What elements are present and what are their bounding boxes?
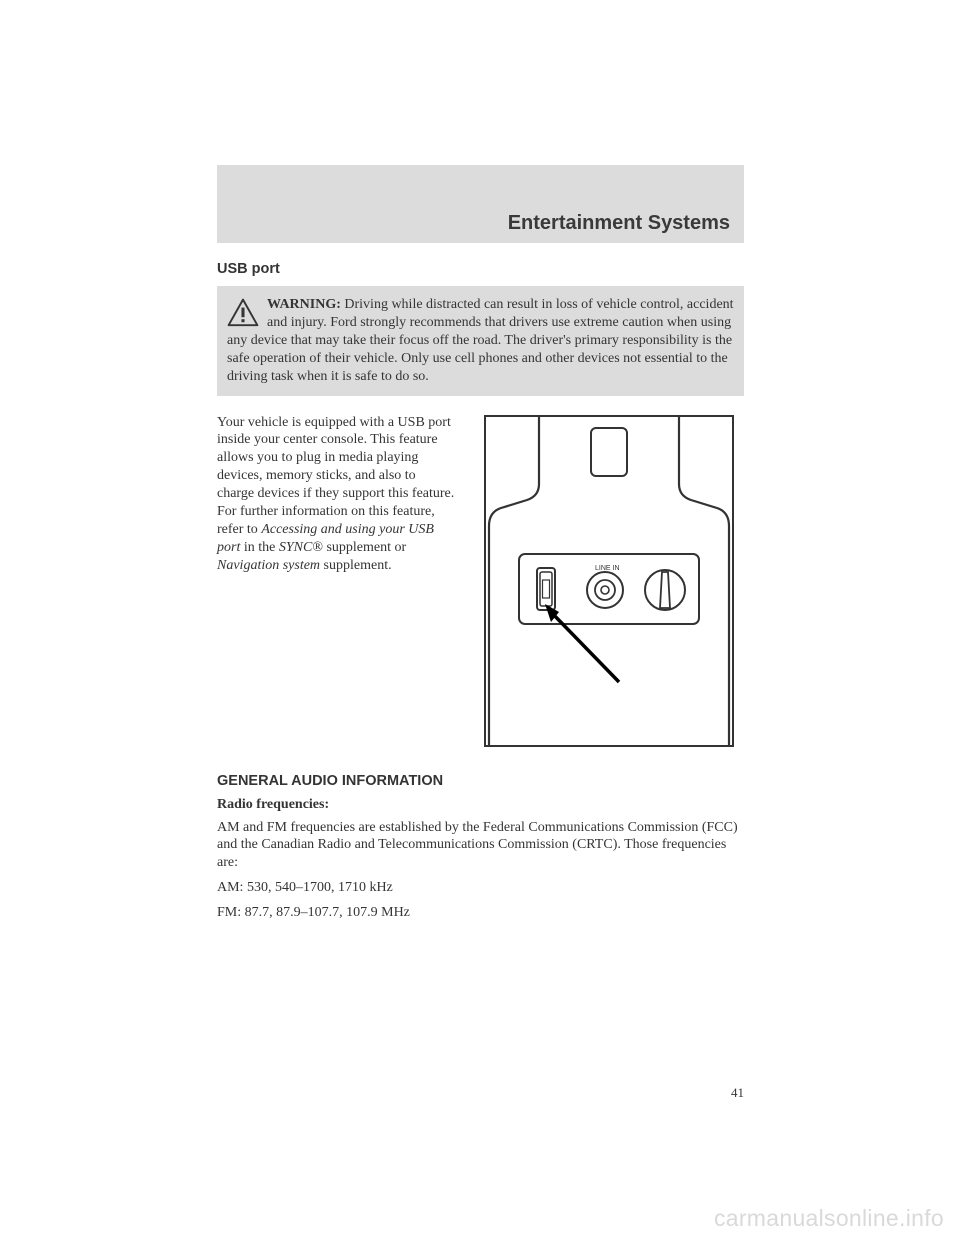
page-number: 41 [731,1085,744,1101]
warning-box: WARNING: Driving while distracted can re… [217,286,744,396]
usb-port-heading: USB port [217,261,744,277]
radio-freq-subhead: Radio frequencies: [217,797,744,813]
warning-text: WARNING: Driving while distracted can re… [227,297,734,384]
warning-triangle-icon [227,298,259,326]
page-content: Entertainment Systems USB port WARNING: … [217,165,744,929]
console-diagram-icon: LINE IN [479,414,739,749]
usb-desc-mid1: in the [240,540,279,555]
usb-two-column: Your vehicle is equipped with a USB port… [217,414,744,749]
chapter-title: Entertainment Systems [508,212,730,235]
registered-symbol: ® [312,540,323,555]
usb-desc-pre: Your vehicle is equipped with a USB port… [217,415,454,537]
usb-desc-post: supplement. [320,558,392,573]
usb-desc-italic2: SYNC [279,540,312,555]
watermark: carmanualsonline.info [714,1205,944,1232]
usb-figure: LINE IN [473,414,744,749]
warning-label: WARNING: [267,297,341,312]
usb-desc-italic3: Navigation system [217,558,320,573]
radio-freq-body: AM and FM frequencies are established by… [217,819,744,873]
fm-freq: FM: 87.7, 87.9–107.7, 107.9 MHz [217,904,744,922]
usb-desc-mid2: supplement or [323,540,406,555]
audio-info-heading: GENERAL AUDIO INFORMATION [217,773,744,789]
am-freq: AM: 530, 540–1700, 1710 kHz [217,879,744,897]
usb-description: Your vehicle is equipped with a USB port… [217,414,455,749]
chapter-header-bar: Entertainment Systems [217,165,744,243]
line-in-label: LINE IN [595,565,620,572]
